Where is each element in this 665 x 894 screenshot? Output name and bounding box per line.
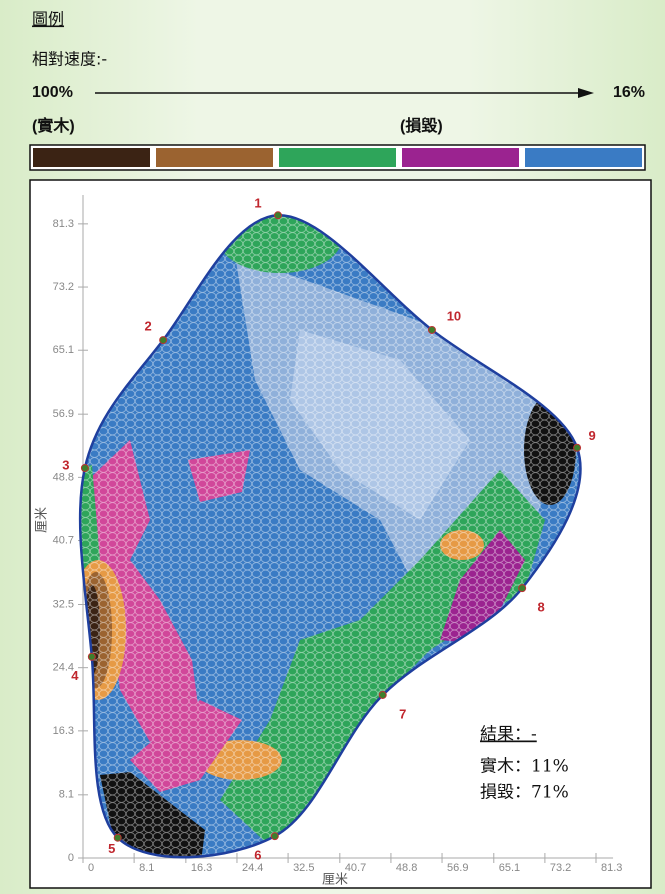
legend-arrow-head bbox=[578, 88, 594, 98]
legend-swatch bbox=[156, 148, 273, 167]
y-tick-label: 0 bbox=[68, 852, 74, 864]
results-title: 結果：- bbox=[480, 725, 537, 745]
sensor bbox=[574, 444, 581, 451]
sensor-label: 3 bbox=[62, 457, 69, 472]
x-tick-label: 73.2 bbox=[550, 862, 571, 874]
x-tick-label: 65.1 bbox=[499, 862, 520, 874]
sensor bbox=[519, 585, 526, 592]
x-tick-label: 16.3 bbox=[191, 862, 212, 874]
sensor bbox=[81, 465, 88, 472]
sensor bbox=[160, 337, 167, 344]
sensor bbox=[428, 326, 435, 333]
legend-left-label: (實木) bbox=[32, 116, 75, 135]
sensor bbox=[274, 212, 281, 219]
y-tick-label: 40.7 bbox=[53, 534, 74, 546]
sensor bbox=[88, 653, 95, 660]
sensor bbox=[379, 691, 386, 698]
legend-swatch bbox=[525, 148, 642, 167]
result-item: 實木：11% bbox=[480, 757, 569, 777]
y-tick-label: 65.1 bbox=[53, 344, 74, 356]
legend-swatch bbox=[279, 148, 396, 167]
x-tick-label: 8.1 bbox=[139, 862, 154, 874]
sensor-label: 1 bbox=[254, 196, 261, 211]
sensor-label: 9 bbox=[588, 428, 595, 443]
x-tick-label: 48.8 bbox=[396, 862, 417, 874]
sensor-label: 2 bbox=[145, 319, 152, 334]
x-tick-label: 40.7 bbox=[345, 862, 366, 874]
sensor-label: 7 bbox=[399, 706, 406, 721]
sensor-label: 4 bbox=[71, 668, 79, 683]
sensor-label: 5 bbox=[108, 841, 115, 856]
sensor bbox=[271, 833, 278, 840]
legend-boxes bbox=[33, 148, 642, 167]
legend-swatch bbox=[33, 148, 150, 167]
sensor-label: 6 bbox=[254, 848, 261, 863]
y-tick-label: 81.3 bbox=[53, 218, 74, 230]
y-tick-label: 8.1 bbox=[59, 789, 74, 801]
legend-title: 圖例 bbox=[32, 10, 64, 29]
legend-swatch bbox=[402, 148, 519, 167]
sensor-label: 8 bbox=[538, 600, 545, 615]
y-tick-label: 73.2 bbox=[53, 281, 74, 293]
y-tick-label: 32.5 bbox=[53, 598, 74, 610]
x-tick-label: 81.3 bbox=[601, 862, 622, 874]
legend-subtitle: 相對速度:- bbox=[32, 50, 107, 69]
result-item: 損毀：71% bbox=[480, 783, 569, 803]
x-tick-label: 56.9 bbox=[447, 862, 468, 874]
y-tick-label: 16.3 bbox=[53, 725, 74, 737]
page: 圖例 相對速度:- 100% 16% (實木) (損毀) 0 8.1 16.3 24.… bbox=[0, 0, 665, 894]
x-axis-label: 厘米 bbox=[322, 871, 348, 886]
y-tick-label: 56.9 bbox=[53, 408, 74, 420]
x-tick-label: 24.4 bbox=[242, 862, 263, 874]
y-tick-label: 48.8 bbox=[53, 471, 74, 483]
legend-end: 16% bbox=[613, 84, 645, 101]
sensor bbox=[114, 834, 121, 841]
x-tick-label: 0 bbox=[88, 862, 94, 874]
sensor-label: 10 bbox=[447, 308, 461, 323]
y-axis-label: 厘米 bbox=[33, 507, 48, 533]
screen: 圖例 相對速度:- 100% 16% (實木) (損毀) 0 8.1 16.3 24.… bbox=[0, 0, 665, 894]
x-tick-label: 32.5 bbox=[293, 862, 314, 874]
legend-start: 100% bbox=[32, 84, 73, 101]
legend-right-label: (損毀) bbox=[400, 116, 443, 135]
